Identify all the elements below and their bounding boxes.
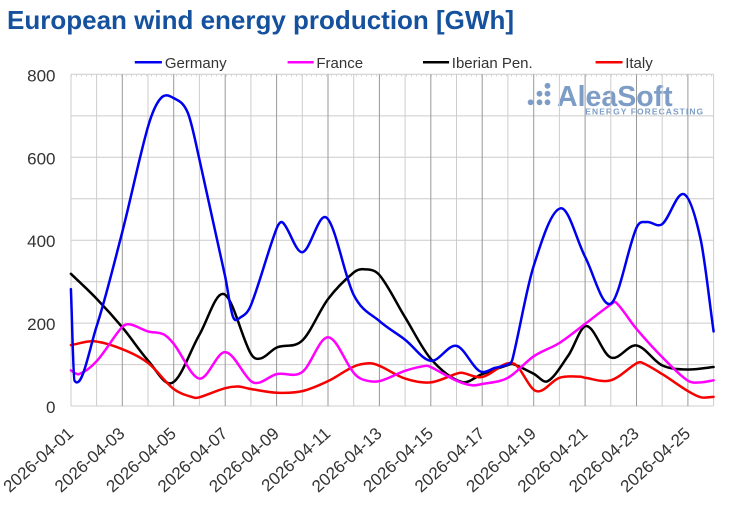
svg-text:ENERGY FORECASTING: ENERGY FORECASTING [585,107,704,117]
svg-text:Iberian Pen.: Iberian Pen. [452,55,533,72]
svg-text:800: 800 [27,66,55,85]
svg-text:600: 600 [27,149,55,168]
svg-text:Germany: Germany [165,55,227,72]
svg-text:France: France [316,55,363,72]
svg-text:200: 200 [27,315,55,334]
svg-text:400: 400 [27,232,55,251]
svg-text:Italy: Italy [625,55,653,72]
svg-text:European wind energy productio: European wind energy production [GWh] [7,5,514,35]
svg-text:AleaSoft: AleaSoft [557,81,673,113]
svg-text:0: 0 [46,398,55,417]
